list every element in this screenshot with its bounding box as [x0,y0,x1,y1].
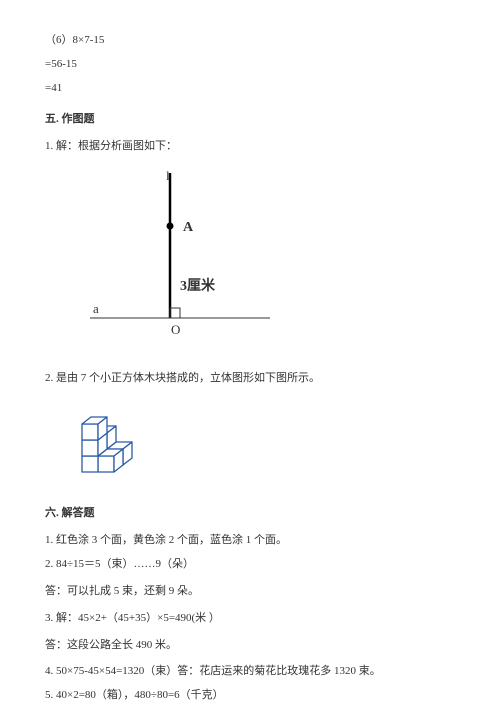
perpendicular-diagram: l A 3厘米 a O [85,168,455,356]
label-l: l [166,168,170,183]
cube-face [82,424,98,440]
section-5-title: 五. 作图题 [45,109,455,130]
a6-3-calc: 3. 解：45×2+（45+35）×5=490(米 ） [45,608,455,629]
cubes-svg [63,399,153,481]
cubes-diagram [63,399,455,489]
point-A-dot [167,223,174,230]
section-6-title: 六. 解答题 [45,503,455,524]
perpendicular-svg: l A 3厘米 a O [85,168,275,348]
q5-1-text: 1. 解：根据分析画图如下： [45,136,455,157]
calc-step-2: =56-15 [45,54,455,75]
cube-face [82,440,98,456]
q5-2-text: 2. 是由 7 个小正方体木块搭成的，立体图形如下图所示。 [45,368,455,389]
cube-face [98,456,114,472]
cube-face [82,456,98,472]
label-A: A [183,220,194,235]
a6-1: 1. 红色涂 3 个面，黄色涂 2 个面，蓝色涂 1 个面。 [45,530,455,551]
label-measure: 3厘米 [180,277,216,294]
a6-2-calc: 2. 84÷15＝5（束）……9（朵） [45,554,455,575]
right-angle-mark [170,308,180,318]
a6-4: 4. 50×75-45×54=1320（束）答：花店运来的菊花比玫瑰花多 132… [45,661,455,682]
a6-5: 5. 40×2=80（箱），480÷80=6（千克） [45,685,455,706]
calc-step-3: =41 [45,78,455,99]
label-a: a [93,301,99,316]
label-O: O [171,322,180,337]
calc-step-1: （6）8×7-15 [45,30,455,51]
a6-3-ans: 答：这段公路全长 490 米。 [45,635,455,656]
a6-2-ans: 答：可以扎成 5 束，还剩 9 朵。 [45,581,455,602]
